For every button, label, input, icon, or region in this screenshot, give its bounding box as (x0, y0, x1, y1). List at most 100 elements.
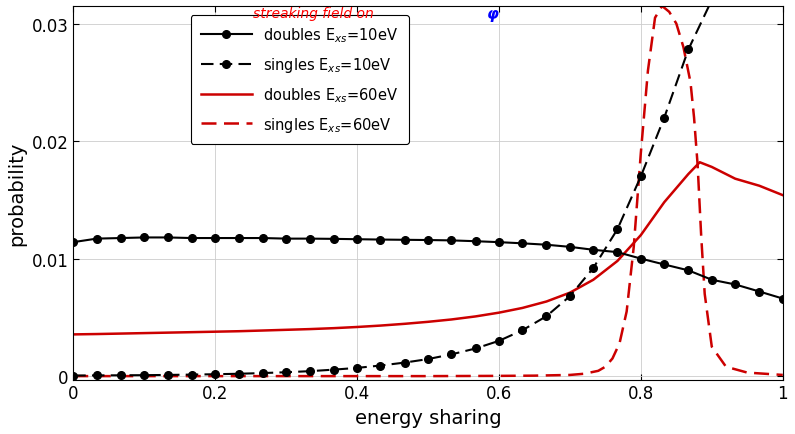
doubles E$_{xs}$=60eV (707, 165, 716, 170)
singles E$_{xs}$=10eV (139, 373, 149, 378)
singles E$_{xs}$=10eV (234, 372, 243, 377)
Legend: doubles E$_{xs}$=10eV, singles E$_{xs}$=10eV, doubles E$_{xs}$=60eV, singles E$_: doubles E$_{xs}$=10eV, singles E$_{xs}$=… (191, 16, 409, 145)
singles E$_{xs}$=60eV (211, 374, 220, 379)
singles E$_{xs}$=60eV (650, 16, 660, 21)
singles E$_{xs}$=60eV (529, 373, 539, 378)
doubles E$_{xs}$=60eV (518, 306, 527, 311)
doubles E$_{xs}$=10eV (778, 296, 788, 302)
singles E$_{xs}$=60eV (700, 292, 709, 297)
doubles E$_{xs}$=10eV (281, 237, 291, 242)
doubles E$_{xs}$=10eV (707, 277, 716, 283)
singles E$_{xs}$=60eV (68, 374, 78, 379)
doubles E$_{xs}$=60eV (731, 177, 740, 182)
doubles E$_{xs}$=60eV (329, 326, 339, 331)
doubles E$_{xs}$=10eV (518, 241, 527, 247)
singles E$_{xs}$=10eV (613, 227, 622, 232)
Text: streaking field on: streaking field on (254, 7, 382, 20)
doubles E$_{xs}$=60eV (92, 332, 102, 337)
singles E$_{xs}$=10eV (588, 266, 598, 271)
singles E$_{xs}$=10eV (541, 314, 551, 319)
singles E$_{xs}$=60eV (629, 245, 638, 250)
doubles E$_{xs}$=60eV (304, 327, 314, 332)
singles E$_{xs}$=60eV (743, 370, 752, 375)
singles E$_{xs}$=60eV (600, 364, 610, 369)
doubles E$_{xs}$=60eV (281, 327, 291, 332)
doubles E$_{xs}$=10eV (234, 236, 243, 241)
singles E$_{xs}$=10eV (187, 372, 196, 377)
singles E$_{xs}$=10eV (376, 363, 386, 368)
doubles E$_{xs}$=10eV (660, 262, 669, 267)
doubles E$_{xs}$=10eV (329, 237, 339, 242)
singles E$_{xs}$=10eV (423, 357, 432, 362)
singles E$_{xs}$=60eV (352, 374, 362, 379)
singles E$_{xs}$=10eV (684, 48, 693, 53)
doubles E$_{xs}$=10eV (731, 282, 740, 287)
singles E$_{xs}$=10eV (494, 339, 504, 344)
singles E$_{xs}$=60eV (423, 374, 432, 379)
doubles E$_{xs}$=60eV (139, 331, 149, 336)
doubles E$_{xs}$=10eV (116, 236, 126, 241)
doubles E$_{xs}$=10eV (636, 256, 646, 262)
Line: doubles E$_{xs}$=10eV: doubles E$_{xs}$=10eV (69, 234, 786, 302)
doubles E$_{xs}$=10eV (754, 289, 764, 294)
Line: singles E$_{xs}$=10eV: singles E$_{xs}$=10eV (69, 0, 786, 379)
Y-axis label: probability: probability (7, 141, 26, 245)
Text: φ: φ (487, 7, 498, 21)
doubles E$_{xs}$=60eV (376, 323, 386, 329)
doubles E$_{xs}$=10eV (139, 235, 149, 240)
doubles E$_{xs}$=60eV (613, 259, 622, 264)
singles E$_{xs}$=10eV (518, 328, 527, 333)
doubles E$_{xs}$=60eV (234, 329, 243, 334)
doubles E$_{xs}$=60eV (471, 314, 480, 319)
doubles E$_{xs}$=60eV (541, 299, 551, 304)
singles E$_{xs}$=60eV (665, 10, 674, 15)
doubles E$_{xs}$=60eV (258, 328, 267, 333)
doubles E$_{xs}$=60eV (695, 160, 704, 165)
singles E$_{xs}$=60eV (672, 22, 681, 27)
singles E$_{xs}$=60eV (594, 368, 603, 374)
doubles E$_{xs}$=10eV (613, 250, 622, 255)
singles E$_{xs}$=60eV (622, 309, 631, 314)
singles E$_{xs}$=60eV (281, 374, 291, 379)
doubles E$_{xs}$=60eV (116, 331, 126, 336)
singles E$_{xs}$=60eV (494, 373, 504, 378)
singles E$_{xs}$=10eV (92, 373, 102, 378)
doubles E$_{xs}$=10eV (92, 237, 102, 242)
doubles E$_{xs}$=10eV (471, 239, 480, 244)
singles E$_{xs}$=10eV (163, 372, 173, 378)
singles E$_{xs}$=10eV (400, 360, 409, 365)
doubles E$_{xs}$=10eV (400, 238, 409, 243)
doubles E$_{xs}$=60eV (423, 319, 432, 325)
doubles E$_{xs}$=10eV (163, 235, 173, 240)
doubles E$_{xs}$=60eV (447, 317, 456, 322)
doubles E$_{xs}$=10eV (68, 240, 78, 245)
singles E$_{xs}$=10eV (304, 369, 314, 374)
singles E$_{xs}$=10eV (281, 370, 291, 375)
doubles E$_{xs}$=60eV (684, 172, 693, 177)
doubles E$_{xs}$=60eV (660, 200, 669, 205)
singles E$_{xs}$=60eV (580, 372, 589, 377)
singles E$_{xs}$=10eV (707, 0, 716, 3)
Line: singles E$_{xs}$=60eV: singles E$_{xs}$=60eV (73, 7, 783, 376)
singles E$_{xs}$=60eV (657, 4, 667, 10)
doubles E$_{xs}$=60eV (163, 330, 173, 335)
singles E$_{xs}$=60eV (139, 374, 149, 379)
doubles E$_{xs}$=60eV (565, 290, 575, 296)
doubles E$_{xs}$=60eV (400, 322, 409, 327)
singles E$_{xs}$=60eV (615, 341, 624, 346)
singles E$_{xs}$=10eV (258, 371, 267, 376)
X-axis label: energy sharing: energy sharing (355, 408, 502, 427)
Line: doubles E$_{xs}$=60eV: doubles E$_{xs}$=60eV (73, 163, 783, 335)
doubles E$_{xs}$=60eV (352, 325, 362, 330)
doubles E$_{xs}$=60eV (494, 310, 504, 316)
doubles E$_{xs}$=10eV (304, 237, 314, 242)
singles E$_{xs}$=60eV (686, 81, 696, 86)
doubles E$_{xs}$=10eV (187, 236, 196, 241)
doubles E$_{xs}$=10eV (588, 248, 598, 253)
singles E$_{xs}$=10eV (471, 346, 480, 351)
singles E$_{xs}$=60eV (679, 46, 688, 51)
singles E$_{xs}$=10eV (211, 372, 220, 377)
singles E$_{xs}$=10eV (352, 365, 362, 371)
doubles E$_{xs}$=10eV (376, 237, 386, 243)
doubles E$_{xs}$=10eV (352, 237, 362, 242)
